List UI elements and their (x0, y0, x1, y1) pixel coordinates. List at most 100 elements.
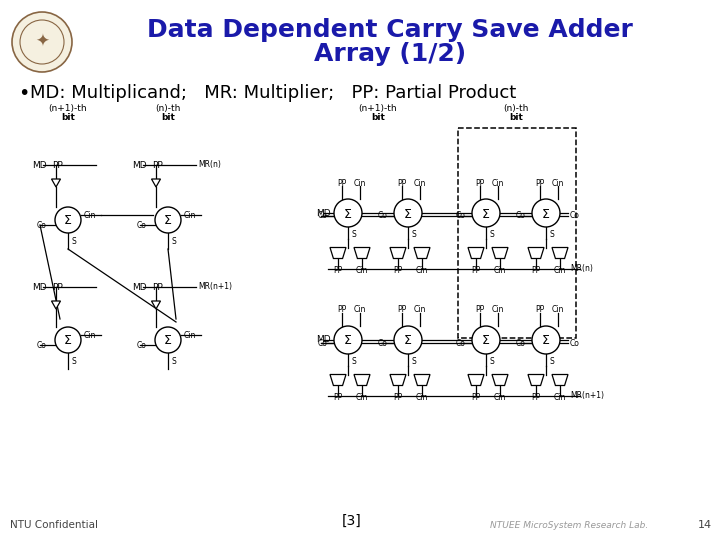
Text: PP: PP (536, 306, 544, 314)
Text: Co: Co (318, 212, 328, 220)
Text: S: S (351, 230, 356, 239)
Circle shape (472, 326, 500, 354)
Text: Co: Co (37, 341, 47, 349)
Text: Cin: Cin (416, 266, 428, 275)
Text: Cin: Cin (84, 211, 96, 219)
Text: 0: 0 (339, 377, 343, 382)
Text: Cin: Cin (354, 306, 366, 314)
Text: PP: PP (397, 179, 407, 187)
Text: 1: 1 (471, 377, 475, 382)
Text: 1: 1 (495, 377, 499, 382)
Text: PP: PP (52, 282, 63, 292)
Text: 1: 1 (495, 251, 499, 255)
Text: NTU Confidential: NTU Confidential (10, 520, 98, 530)
Text: MD: MD (316, 335, 330, 345)
Text: S: S (489, 357, 494, 366)
Circle shape (55, 207, 81, 233)
Text: Cin: Cin (414, 306, 426, 314)
Text: MD: MD (132, 160, 147, 170)
Text: S: S (411, 230, 415, 239)
Text: 1: 1 (357, 377, 361, 382)
Text: Cin: Cin (552, 306, 564, 314)
Polygon shape (390, 247, 406, 259)
Text: Cin: Cin (356, 266, 368, 275)
Text: S: S (411, 357, 415, 366)
Polygon shape (528, 375, 544, 386)
Text: PP: PP (333, 393, 343, 402)
Text: Σ: Σ (344, 334, 352, 348)
Polygon shape (552, 375, 568, 386)
Polygon shape (492, 247, 508, 259)
Circle shape (155, 207, 181, 233)
Text: 0: 0 (537, 251, 541, 255)
Text: 0: 0 (561, 251, 565, 255)
Text: PP: PP (397, 306, 407, 314)
Polygon shape (330, 375, 346, 386)
Text: S: S (489, 230, 494, 239)
Polygon shape (528, 247, 544, 259)
Text: Co: Co (570, 339, 580, 348)
Text: 0: 0 (477, 251, 481, 255)
Circle shape (12, 12, 72, 72)
Polygon shape (330, 247, 346, 259)
Text: 0: 0 (501, 251, 505, 255)
Text: Σ: Σ (164, 334, 172, 348)
Text: (n)-th: (n)-th (503, 104, 528, 112)
Text: Co: Co (137, 220, 147, 230)
Text: Cin: Cin (416, 393, 428, 402)
Text: Co: Co (456, 339, 466, 348)
Polygon shape (151, 301, 161, 309)
Text: Co: Co (570, 212, 580, 220)
Text: 0: 0 (561, 377, 565, 382)
Text: Σ: Σ (542, 334, 550, 348)
Text: PP: PP (333, 266, 343, 275)
Text: 0: 0 (399, 377, 403, 382)
Text: PP: PP (531, 393, 541, 402)
Text: Cin: Cin (84, 330, 96, 340)
Text: 1: 1 (333, 251, 337, 255)
Text: S: S (549, 357, 554, 366)
Text: (n+1)-th: (n+1)-th (49, 104, 87, 112)
Circle shape (334, 199, 362, 227)
Text: 1: 1 (417, 251, 421, 255)
Text: PP: PP (475, 179, 485, 187)
Text: PP: PP (475, 306, 485, 314)
Text: Co: Co (456, 212, 466, 220)
Text: Cin: Cin (554, 266, 566, 275)
Text: Co: Co (137, 341, 147, 349)
Circle shape (55, 327, 81, 353)
Circle shape (394, 199, 422, 227)
Text: Array (1/2): Array (1/2) (314, 42, 466, 66)
Text: Σ: Σ (542, 207, 550, 220)
Text: 0: 0 (339, 251, 343, 255)
Polygon shape (414, 247, 430, 259)
Polygon shape (151, 179, 161, 187)
Text: 1: 1 (393, 377, 397, 382)
Text: Σ: Σ (404, 207, 412, 220)
Text: Cin: Cin (552, 179, 564, 187)
Text: Cin: Cin (184, 211, 197, 219)
Text: MD: MD (32, 160, 47, 170)
Text: Co: Co (516, 212, 526, 220)
Text: Co: Co (318, 339, 328, 348)
Text: Cin: Cin (354, 179, 366, 187)
Circle shape (532, 326, 560, 354)
Text: PP: PP (472, 266, 481, 275)
Text: •: • (18, 84, 30, 103)
Text: PP: PP (393, 266, 402, 275)
Polygon shape (468, 247, 484, 259)
Text: [3]: [3] (342, 514, 362, 528)
Text: Σ: Σ (64, 334, 72, 348)
Text: 0: 0 (537, 377, 541, 382)
Text: Co: Co (516, 339, 526, 348)
Polygon shape (52, 301, 60, 309)
Text: MR(n+1): MR(n+1) (570, 391, 604, 400)
Text: PP: PP (338, 179, 346, 187)
Text: PP: PP (472, 393, 481, 402)
Text: Σ: Σ (164, 214, 172, 227)
Text: bit: bit (371, 112, 385, 122)
Text: bit: bit (509, 112, 523, 122)
Text: ✦: ✦ (35, 33, 49, 51)
Polygon shape (414, 375, 430, 386)
Text: MD: MD (132, 282, 147, 292)
